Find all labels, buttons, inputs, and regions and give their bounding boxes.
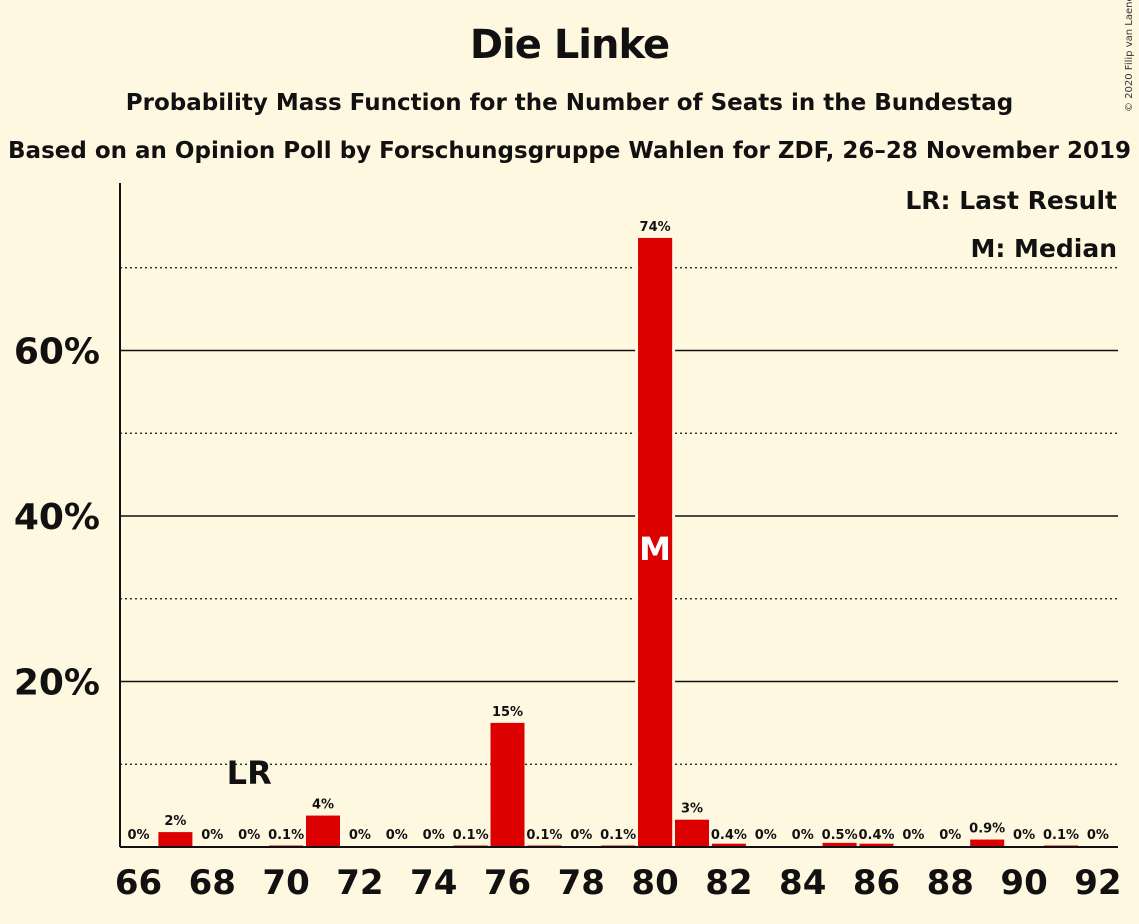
x-tick-label: 86 bbox=[853, 863, 900, 903]
bar-value-label: 0% bbox=[792, 828, 814, 843]
x-tick-label: 82 bbox=[705, 863, 752, 903]
chart-title: Die Linke bbox=[469, 22, 670, 68]
bar-value-label: 0% bbox=[939, 828, 961, 843]
bar-value-label: 0% bbox=[386, 828, 408, 843]
bar-value-label: 0% bbox=[570, 828, 592, 843]
bar-value-label: 0% bbox=[349, 828, 371, 843]
bar-value-label: 4% bbox=[312, 798, 334, 813]
y-tick-label: 20% bbox=[14, 663, 100, 704]
bar-value-label: 0.4% bbox=[858, 828, 894, 843]
x-tick-label: 92 bbox=[1074, 863, 1121, 903]
bar-value-label: 0% bbox=[201, 828, 223, 843]
x-tick-label: 74 bbox=[410, 863, 457, 903]
legend-entry: M: Median bbox=[970, 234, 1117, 263]
bar-value-label: 0.4% bbox=[711, 828, 747, 843]
last-result-marker: LR bbox=[227, 754, 272, 792]
bar-value-label: 0% bbox=[1087, 828, 1109, 843]
bar-value-label: 0.1% bbox=[526, 828, 562, 843]
median-marker: M bbox=[639, 530, 671, 568]
bar bbox=[822, 842, 857, 847]
bar-value-label: 0% bbox=[127, 828, 149, 843]
y-tick-label: 40% bbox=[14, 497, 100, 538]
bar bbox=[675, 819, 709, 847]
chart-subtitle: Probability Mass Function for the Number… bbox=[125, 90, 1014, 116]
bar-value-label: 0% bbox=[238, 828, 260, 843]
bar-value-label: 2% bbox=[164, 814, 186, 829]
bar-value-label: 0% bbox=[1013, 828, 1035, 843]
x-tick-label: 76 bbox=[484, 863, 531, 903]
x-tick-label: 78 bbox=[558, 863, 605, 903]
bar bbox=[306, 815, 340, 847]
bar-value-label: 74% bbox=[640, 220, 671, 235]
x-tick-label: 90 bbox=[1000, 863, 1047, 903]
y-tick-label: 60% bbox=[14, 332, 100, 373]
bar-value-label: 0.1% bbox=[600, 828, 636, 843]
x-tick-label: 80 bbox=[631, 863, 678, 903]
bar-value-label: 0.1% bbox=[453, 828, 489, 843]
legend-entry: LR: Last Result bbox=[905, 186, 1117, 215]
bar bbox=[859, 843, 894, 847]
bar bbox=[490, 722, 525, 847]
bar-value-label: 0% bbox=[755, 828, 777, 843]
bar bbox=[158, 832, 193, 847]
x-tick-label: 66 bbox=[115, 863, 162, 903]
median-bar-overlay bbox=[638, 237, 673, 847]
x-tick-label: 88 bbox=[927, 863, 974, 903]
bar-value-label: 0% bbox=[423, 828, 445, 843]
bar-value-label: 0.9% bbox=[969, 822, 1005, 837]
bar-value-label: 0.5% bbox=[822, 828, 858, 843]
bar-value-label: 0.1% bbox=[1043, 828, 1079, 843]
bar-value-label: 0.1% bbox=[268, 828, 304, 843]
bar bbox=[711, 843, 746, 847]
x-tick-label: 70 bbox=[262, 863, 309, 903]
x-tick-label: 84 bbox=[779, 863, 826, 903]
x-tick-label: 68 bbox=[189, 863, 236, 903]
x-tick-label: 72 bbox=[336, 863, 383, 903]
bar-value-label: 3% bbox=[681, 802, 703, 817]
bar-value-label: 0% bbox=[902, 828, 924, 843]
chart-source-subtitle: Based on an Opinion Poll by Forschungsgr… bbox=[8, 138, 1131, 164]
bar bbox=[970, 839, 1005, 847]
bar-value-label: 15% bbox=[492, 705, 523, 720]
